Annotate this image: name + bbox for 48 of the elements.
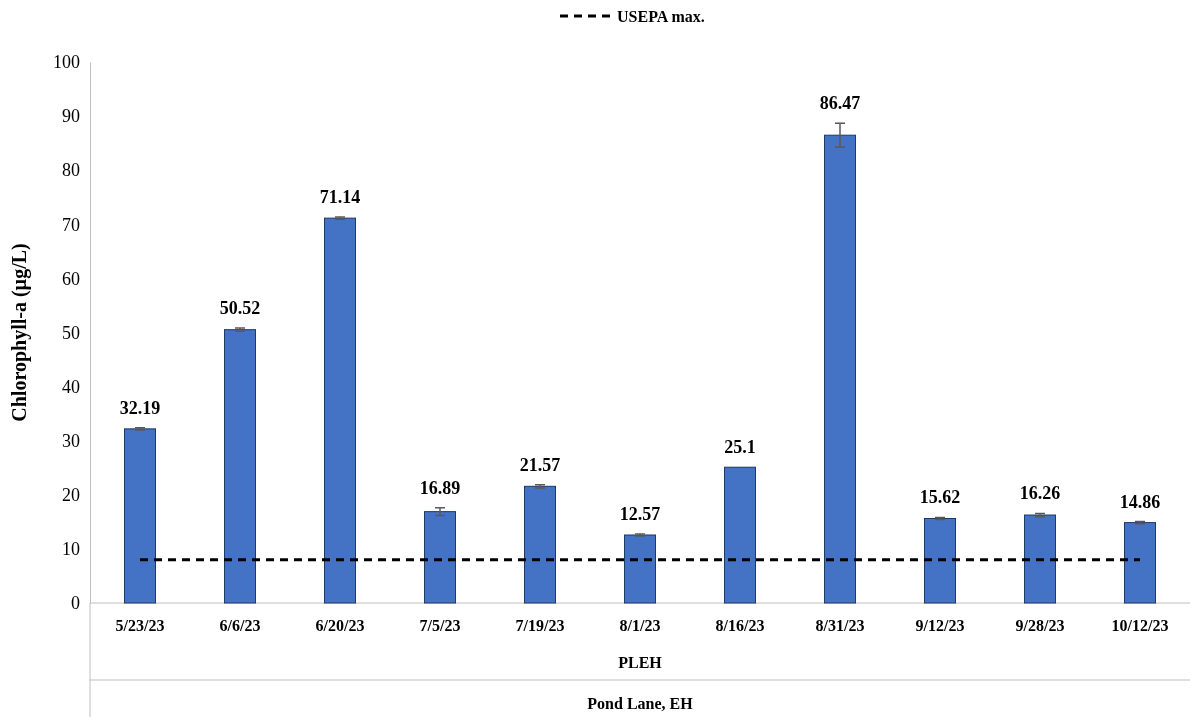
x-tick-label: 6/20/23 [315,617,365,634]
x-tick-label: 8/16/23 [715,617,765,634]
bar [724,466,756,604]
bar [1124,522,1156,604]
bar [624,534,656,604]
data-label: 50.52 [219,298,261,319]
bar [824,134,856,604]
text: Pond Lane, EH [587,695,694,712]
y-tick-label: 30 [62,430,80,451]
bar [924,518,956,604]
legend-label: USEPA max. [617,8,705,25]
y-tick-label: 0 [71,593,80,614]
y-tick-label: 40 [62,376,80,397]
y-tick-label: 90 [62,106,80,127]
y-tick-label: 10 [62,539,80,560]
y-tick-label: 50 [62,322,80,343]
data-label: 25.1 [724,437,756,458]
bar [224,329,256,604]
bar [1024,514,1056,604]
x-tick-label: 9/12/23 [915,617,965,634]
data-label: 86.47 [819,93,861,114]
x-tick-label: 5/23/23 [115,617,165,634]
data-label: 16.26 [1019,483,1061,504]
x-tick-label: 9/28/23 [1015,617,1065,634]
data-label: 12.57 [619,503,661,524]
bar [324,217,356,604]
data-label: 15.62 [919,487,961,508]
x-tick-label: 10/12/23 [1111,617,1169,634]
x-tick-label: 6/6/23 [219,617,261,634]
x-axis-title: PLEH [618,654,663,671]
bar [124,428,156,604]
y-tick-label: 80 [62,160,80,181]
data-label: 21.57 [519,454,561,475]
data-label: 16.89 [419,477,461,498]
x-tick-label: 7/5/23 [419,617,461,634]
data-label: 14.86 [1119,491,1161,512]
bar [424,511,456,604]
x-tick-label: 8/1/23 [619,617,661,634]
y-tick-label: 20 [62,485,80,506]
y-axis-title: Chlorophyll-a (µg/L) [8,243,31,422]
x-tick-label: 8/31/23 [815,617,865,634]
data-label: 71.14 [319,187,361,208]
x-tick-label: 7/19/23 [515,617,565,634]
data-label: 32.19 [119,397,161,418]
bar [524,485,556,604]
y-tick-label: 100 [53,52,80,73]
y-tick-label: 70 [62,214,80,235]
y-tick-label: 60 [62,268,80,289]
